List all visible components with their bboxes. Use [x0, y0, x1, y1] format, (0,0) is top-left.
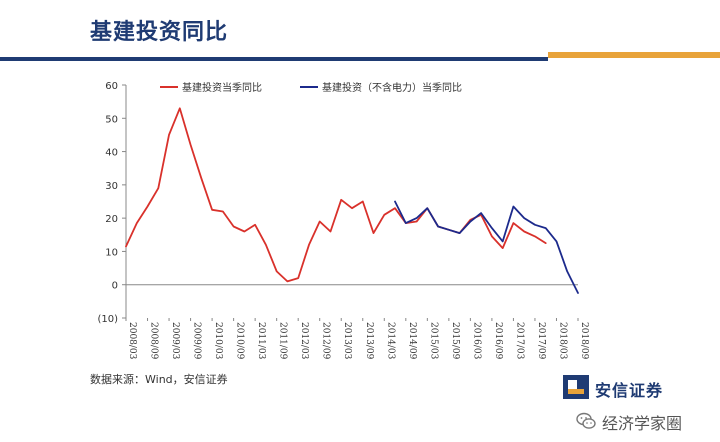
x-tick-label: 2014/09: [407, 322, 417, 360]
chart-legend: 基建投资当季同比 基建投资（不含电力）当季同比: [160, 81, 462, 94]
legend-label-1: 基建投资当季同比: [182, 81, 262, 94]
series-line-2: [394, 200, 579, 294]
wechat-icon: [576, 412, 596, 429]
y-tick-label: 0: [112, 281, 118, 292]
x-tick-label: 2008/03: [127, 322, 137, 360]
x-tick-label: 2015/03: [428, 322, 438, 360]
y-tick-label: 30: [105, 181, 118, 192]
x-tick-label: 2012/03: [299, 322, 309, 360]
page-title: 基建投资同比: [90, 20, 229, 45]
x-tick-label: 2016/03: [471, 322, 481, 360]
x-tick-label: 2009/09: [192, 322, 202, 360]
x-tick-label: 2013/03: [342, 322, 352, 360]
x-tick-label: 2013/09: [364, 322, 374, 360]
series-line-1: [125, 107, 547, 283]
company-logo: 安信证券: [563, 375, 713, 400]
x-tick-label: 2011/03: [256, 322, 266, 360]
y-tick-label: 10: [105, 247, 118, 258]
legend-label-2: 基建投资（不含电力）当季同比: [322, 81, 462, 94]
logo-mark-icon: [563, 375, 589, 399]
x-tick-label: 2017/03: [514, 322, 524, 360]
y-tick-label: 20: [105, 214, 118, 225]
y-tick-label: 40: [105, 148, 118, 159]
y-tick-label: 60: [105, 81, 118, 92]
x-tick-label: 2014/03: [385, 322, 395, 360]
watermark-text: 经济学家圈: [602, 414, 683, 433]
chart-series-layer: [125, 107, 579, 294]
x-tick-label: 2008/09: [149, 322, 159, 360]
y-tick-label: (10): [97, 314, 118, 325]
chart-axes: 60 50 40 30 20 10 0 (10) 2008/03 2008/09 2009/03 20…: [97, 81, 589, 360]
x-tick-label: 2011/09: [278, 322, 288, 360]
x-tick-label: 2018/09: [579, 322, 589, 360]
x-tick-label: 2015/09: [450, 322, 460, 360]
title-underline-blue: [0, 57, 548, 61]
x-tick-label: 2016/09: [493, 322, 503, 360]
x-tick-label: 2012/09: [321, 322, 331, 360]
x-tick-label: 2010/03: [213, 322, 223, 360]
x-tick-label: 2017/09: [536, 322, 546, 360]
x-tick-label: 2018/03: [557, 322, 567, 360]
x-tick-label: 2009/03: [170, 322, 180, 360]
logo-text: 安信证券: [595, 381, 664, 400]
y-tick-label: 50: [105, 114, 118, 125]
title-underline-orange: [548, 52, 720, 58]
data-source-note: 数据来源：Wind，安信证券: [90, 373, 228, 386]
x-tick-label: 2010/09: [235, 322, 245, 360]
